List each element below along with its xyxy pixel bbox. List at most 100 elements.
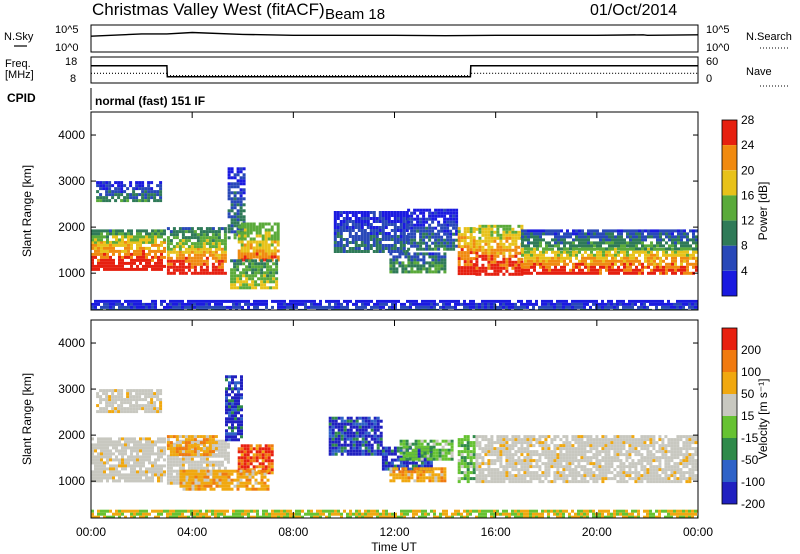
heatmap-cell (148, 467, 151, 471)
heatmap-cell (421, 302, 424, 306)
heatmap-cell (190, 299, 193, 303)
heatmap-cell (191, 481, 195, 485)
heatmap-cell (230, 259, 234, 263)
heatmap-cell (193, 444, 197, 448)
heatmap-cell (328, 419, 332, 423)
heatmap-cell (553, 308, 556, 310)
heatmap-cell (243, 225, 247, 229)
heatmap-cell (361, 416, 365, 420)
heatmap-cell (331, 422, 335, 426)
heatmap-cell (172, 454, 176, 458)
heatmap-cell (502, 257, 506, 261)
heatmap-cell (333, 247, 337, 250)
heatmap-cell (223, 308, 226, 310)
heatmap-cell (530, 250, 533, 254)
heatmap-cell (225, 411, 228, 415)
heatmap-cell (644, 244, 647, 248)
heatmap-cell (384, 464, 388, 468)
heatmap-cell (481, 266, 485, 270)
heatmap-cell (443, 241, 447, 245)
heatmap-cell (493, 272, 497, 276)
heatmap-cell (596, 253, 599, 257)
heatmap-cell (602, 253, 605, 257)
heatmap-cell (354, 247, 358, 250)
heatmap-cell (572, 262, 575, 266)
heatmap-cell (674, 235, 677, 239)
heatmap-cell (629, 268, 632, 272)
heatmap-cell (339, 229, 343, 232)
heatmap-cell (127, 464, 130, 468)
heatmap-cell (346, 299, 349, 303)
heatmap-cell (184, 460, 188, 464)
heatmap-cell (599, 247, 602, 251)
heatmap-cell (121, 261, 124, 265)
heatmap-cell (266, 469, 270, 473)
heatmap-cell (91, 443, 94, 447)
heatmap-cell (160, 476, 163, 480)
heatmap-cell (100, 235, 103, 239)
heatmap-cell (112, 232, 115, 236)
heatmap-cell (689, 262, 692, 266)
heatmap-cell (220, 451, 224, 455)
heatmap-cell (215, 472, 219, 476)
heatmap-cell (252, 246, 256, 250)
heatmap-cell (105, 401, 109, 405)
heatmap-cell (114, 190, 118, 194)
heatmap-cell (390, 235, 394, 238)
heatmap-cell (610, 302, 613, 306)
heatmap-cell (375, 235, 379, 238)
heatmap-cell (529, 299, 532, 303)
heatmap-cell (175, 478, 179, 482)
heatmap-cell (96, 190, 100, 194)
heatmap-cell (514, 272, 518, 276)
heatmap-cell (310, 302, 313, 306)
heatmap-cell (376, 302, 379, 306)
heatmap-cell (264, 447, 268, 451)
heatmap-cell (263, 280, 267, 284)
heatmap-cell (157, 243, 160, 247)
heatmap-cell (237, 465, 241, 469)
heatmap-cell (240, 243, 244, 247)
heatmap-cell (120, 392, 124, 396)
heatmap-cell (632, 241, 635, 245)
heatmap-cell (97, 238, 100, 242)
heatmap-cell (227, 224, 231, 228)
heatmap-cell (203, 487, 207, 491)
heatmap-cell (108, 398, 112, 402)
heatmap-cell (166, 460, 170, 464)
heatmap-cell (333, 211, 337, 214)
heatmap-cell (227, 227, 231, 231)
heatmap-cell (367, 440, 371, 444)
heatmap-cell (325, 299, 328, 303)
heatmap-cell (194, 472, 198, 476)
heatmap-cell (434, 217, 438, 221)
heatmap-cell (160, 437, 163, 441)
heatmap-cell (227, 194, 231, 198)
heatmap-cell (240, 417, 243, 421)
heatmap-cell (225, 393, 228, 397)
heatmap-cell (190, 265, 194, 269)
heatmap-cell (373, 305, 376, 309)
heatmap-cell (644, 256, 647, 260)
heatmap-cell (370, 428, 374, 432)
heatmap-cell (208, 302, 211, 306)
heatmap-cell (224, 487, 228, 491)
heatmap-cell (163, 299, 166, 303)
heatmap-cell (689, 271, 692, 275)
heatmap-cell (264, 228, 268, 232)
heatmap-cell (115, 464, 118, 468)
heatmap-cell (623, 250, 626, 254)
heatmap-cell (253, 302, 256, 306)
heatmap-cell (328, 434, 332, 438)
heatmap-cell (231, 399, 234, 403)
heatmap-cell (184, 230, 188, 234)
heatmap-cell (653, 265, 656, 269)
heatmap-cell (217, 253, 221, 257)
heatmap-cell (106, 458, 109, 462)
heatmap-cell (340, 419, 344, 423)
heatmap-cell (248, 286, 252, 290)
heatmap-cell (493, 224, 497, 228)
heatmap-cell (339, 211, 343, 214)
heatmap-cell (463, 245, 467, 249)
heatmap-cell (629, 241, 632, 245)
